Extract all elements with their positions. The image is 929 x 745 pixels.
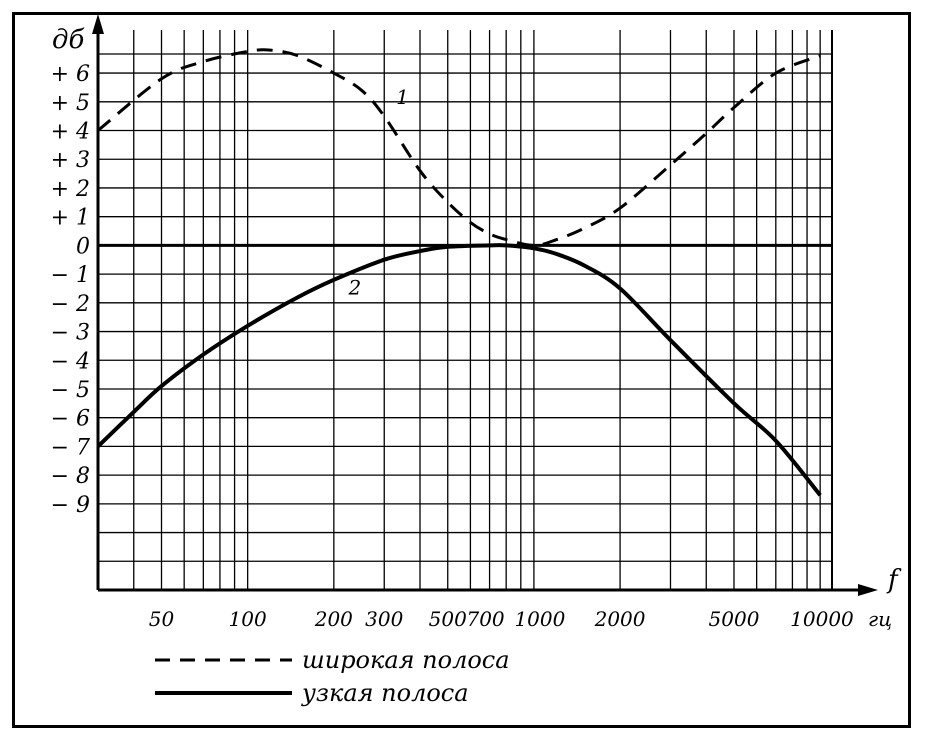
y-tick-label: − 6 (51, 407, 90, 432)
x-tick-label: 10000 (790, 607, 854, 631)
y-tick-label: − 2 (51, 292, 90, 317)
legend-solid-label: узкая полоса (301, 679, 469, 707)
x-tick-label: 700 (466, 607, 504, 631)
y-tick-label: − 3 (51, 321, 90, 346)
y-axis-label: дб (52, 25, 84, 55)
y-tick-label: + 3 (51, 148, 90, 173)
grid-major (98, 30, 833, 590)
y-axis-arrow (92, 14, 104, 34)
series-2-number-label: 2 (347, 275, 361, 299)
x-tick-label: 300 (365, 607, 403, 631)
y-tick-label: − 1 (51, 263, 90, 288)
x-tick-label: 5000 (709, 607, 760, 631)
x-tick-label: 500 (429, 607, 467, 631)
y-tick-label: + 6 (51, 62, 90, 87)
y-tick-label: − 8 (51, 464, 90, 489)
y-tick-label: + 1 (51, 206, 90, 231)
y-tick-label: − 4 (51, 349, 90, 374)
x-tick-label: 100 (229, 607, 267, 631)
series-layer (96, 48, 822, 497)
y-tick-labels: + 6 + 5 + 4 + 3 + 2 + 1 0 − 1 − 2 − 3 − 4 − 5 − 6 − 7… (51, 62, 90, 518)
y-tick-label: − 9 (51, 493, 90, 518)
series-1-number-label: 1 (396, 85, 409, 109)
series-2-line (96, 243, 822, 497)
x-tick-labels: 50 100 200 300 500 700 1000 2000 5000 10000 (149, 607, 854, 631)
x-tick-label: 200 (314, 607, 353, 631)
y-tick-label: − 5 (51, 378, 90, 403)
legend: широкая полоса узкая полоса (155, 646, 510, 707)
axes (92, 14, 878, 596)
figure-frame (12, 12, 911, 728)
x-axis-unit: гц (868, 607, 892, 631)
y-tick-label: 0 (76, 234, 90, 259)
y-tick-label: + 5 (51, 91, 90, 116)
y-tick-label: + 4 (51, 120, 90, 145)
series-1-line (97, 48, 821, 247)
x-tick-label: 1000 (514, 607, 565, 631)
y-tick-label: − 7 (51, 435, 90, 460)
x-tick-label: 2000 (594, 607, 646, 631)
x-axis-label: f (886, 565, 902, 595)
x-tick-label: 50 (149, 607, 175, 631)
legend-dashed-label: широкая полоса (302, 646, 510, 674)
grid-minor (97, 30, 832, 590)
y-tick-label: + 2 (51, 177, 90, 202)
x-axis-arrow (858, 584, 878, 596)
